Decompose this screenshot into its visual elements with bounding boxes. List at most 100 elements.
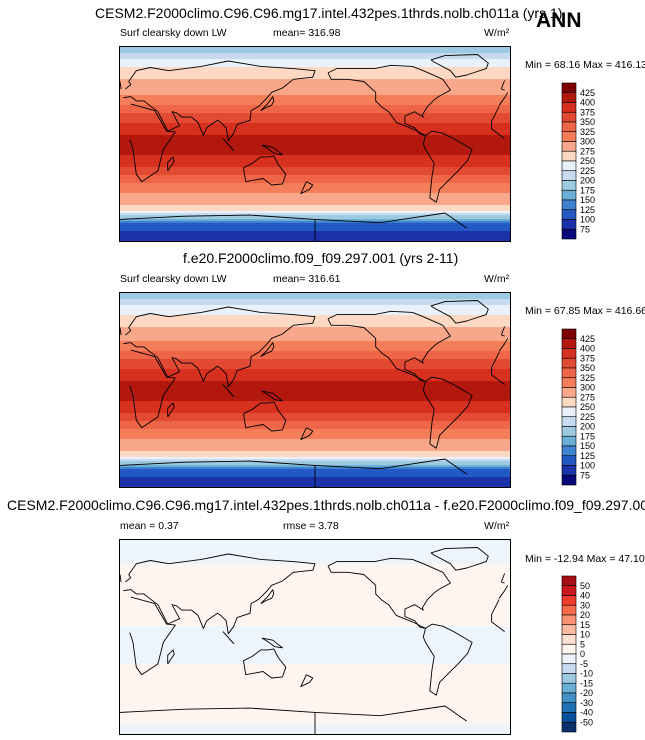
field-band xyxy=(120,307,510,310)
colorbar-box xyxy=(561,426,577,437)
field-band xyxy=(120,53,510,56)
coastline xyxy=(120,705,467,734)
field-band xyxy=(120,574,510,577)
coastline xyxy=(422,130,473,203)
colorbar-box xyxy=(561,575,577,587)
colorbar-box xyxy=(561,377,577,388)
field-band xyxy=(120,580,510,583)
colorbar-tick-label: 75 xyxy=(580,224,590,234)
field-band xyxy=(120,177,510,180)
field-band xyxy=(120,375,510,378)
colorbar-tick-label: 325 xyxy=(580,373,595,383)
colorbar-tick-label: 10 xyxy=(580,630,590,640)
field-band xyxy=(120,692,510,695)
field-band xyxy=(120,129,510,132)
colorbar-tick-label: 75 xyxy=(580,470,590,480)
field-band xyxy=(120,143,510,146)
field-band xyxy=(120,421,510,424)
field-band xyxy=(120,616,510,619)
colorbar-tick-label: -20 xyxy=(580,688,593,698)
field-band xyxy=(120,425,510,428)
field-band xyxy=(120,664,510,667)
field-band xyxy=(120,371,510,374)
field-band xyxy=(120,423,510,426)
colorbar-box xyxy=(561,465,577,476)
field-band xyxy=(120,111,510,114)
field-band xyxy=(120,185,510,188)
field-band xyxy=(120,207,510,210)
field-band xyxy=(120,121,510,124)
field-band xyxy=(120,97,510,100)
panel3-units: W/m² xyxy=(484,520,510,532)
field-band xyxy=(120,445,510,448)
field-band xyxy=(120,588,510,591)
field-band xyxy=(120,698,510,701)
field-band xyxy=(120,684,510,687)
field-band xyxy=(120,181,510,184)
field-band xyxy=(120,369,510,372)
field-band xyxy=(120,337,510,340)
colorbar-box xyxy=(561,357,577,369)
colorbar-tick-label: 15 xyxy=(580,620,590,630)
field-band xyxy=(120,397,510,400)
field-band xyxy=(120,119,510,122)
field-band xyxy=(120,329,510,332)
field-band xyxy=(120,552,510,555)
colorbar-box xyxy=(561,624,577,635)
colorbar-tick-label: 200 xyxy=(580,176,595,186)
colorbar-box xyxy=(561,614,577,626)
colorbar-box xyxy=(561,712,577,723)
field-band xyxy=(120,335,510,338)
field-band xyxy=(120,163,510,166)
field-band xyxy=(120,85,510,88)
field-band xyxy=(120,171,510,174)
colorbar-box xyxy=(561,338,577,349)
coastline xyxy=(120,326,506,337)
field-band xyxy=(120,303,510,306)
colorbar-tick-label: -40 xyxy=(580,708,593,718)
field-band xyxy=(120,127,510,130)
field-band xyxy=(120,309,510,312)
colorbar-tick-label: 400 xyxy=(580,98,595,108)
field-band xyxy=(120,61,510,64)
field-band xyxy=(120,696,510,699)
coastline xyxy=(129,596,505,676)
field-band xyxy=(120,299,510,302)
field-band xyxy=(120,540,510,543)
panel1-title: CESM2.F2000climo.C96.C96.mg17.intel.432p… xyxy=(95,5,563,21)
colorbar-box xyxy=(561,180,577,191)
field-band xyxy=(120,604,510,607)
field-band xyxy=(120,173,510,176)
field-band xyxy=(120,99,510,102)
field-band xyxy=(120,103,510,106)
field-band xyxy=(120,626,510,629)
field-band xyxy=(120,453,510,456)
colorbar-tick-label: 225 xyxy=(580,166,595,176)
colorbar-tick-label: 200 xyxy=(580,422,595,432)
coastline xyxy=(430,547,489,571)
field-band xyxy=(120,95,510,98)
coastline xyxy=(123,60,509,142)
coastline xyxy=(243,155,287,186)
field-band xyxy=(120,157,510,160)
field-band xyxy=(120,622,510,625)
field-band xyxy=(120,461,510,464)
field-band xyxy=(120,301,510,304)
field-band xyxy=(120,147,510,150)
field-band xyxy=(120,63,510,66)
panel3-title: CESM2.F2000climo.C96.C96.mg17.intel.432p… xyxy=(7,497,645,513)
field-band xyxy=(120,620,510,623)
colorbar-box xyxy=(561,160,577,172)
colorbar-tick-label: 275 xyxy=(580,392,595,402)
field-band xyxy=(120,680,510,683)
colorbar-tick-label: 100 xyxy=(580,461,595,471)
colorbar-tick-label: 225 xyxy=(580,412,595,422)
field-band xyxy=(120,688,510,691)
field-band xyxy=(120,123,510,126)
colorbar-box xyxy=(561,189,577,201)
colorbar-tick-label: -30 xyxy=(580,698,593,708)
field-band xyxy=(120,638,510,641)
colorbar-tick-label: -5 xyxy=(580,659,588,669)
field-band xyxy=(120,572,510,575)
field-band xyxy=(120,582,510,585)
